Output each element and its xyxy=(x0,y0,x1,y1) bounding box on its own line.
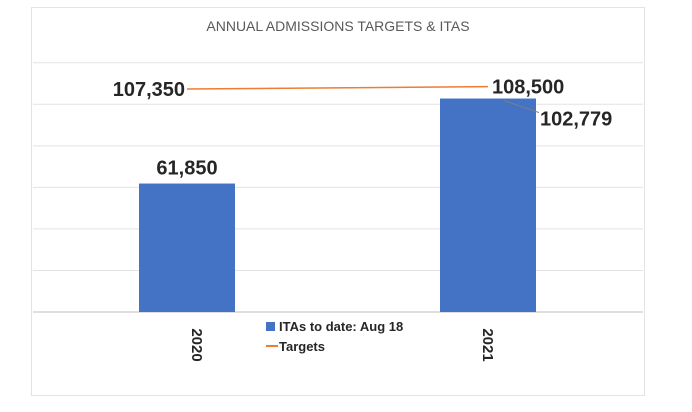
legend-label-targets: Targets xyxy=(279,339,325,354)
bar-label-2021: 102,779 xyxy=(540,109,612,131)
chart-title: ANNUAL ADMISSIONS TARGETS & ITAS xyxy=(206,18,469,34)
legend: ITAs to date: Aug 18 Targets xyxy=(266,319,403,354)
legend-label-itas: ITAs to date: Aug 18 xyxy=(279,319,403,334)
bar-label-2020: 61,850 xyxy=(156,158,217,180)
target-label-2020: 107,350 xyxy=(113,79,185,101)
targets-line[interactable] xyxy=(186,85,489,90)
x-tick-2020: 2020 xyxy=(188,328,205,361)
legend-swatch-itas xyxy=(266,322,275,331)
bar-2021[interactable] xyxy=(440,98,536,312)
target-label-2021: 108,500 xyxy=(492,77,564,99)
x-tick-2021: 2021 xyxy=(479,328,496,361)
bar-2020[interactable] xyxy=(139,183,235,312)
chart-frame xyxy=(31,7,645,396)
leader-line-102779 xyxy=(503,100,540,114)
gridlines xyxy=(33,62,643,271)
